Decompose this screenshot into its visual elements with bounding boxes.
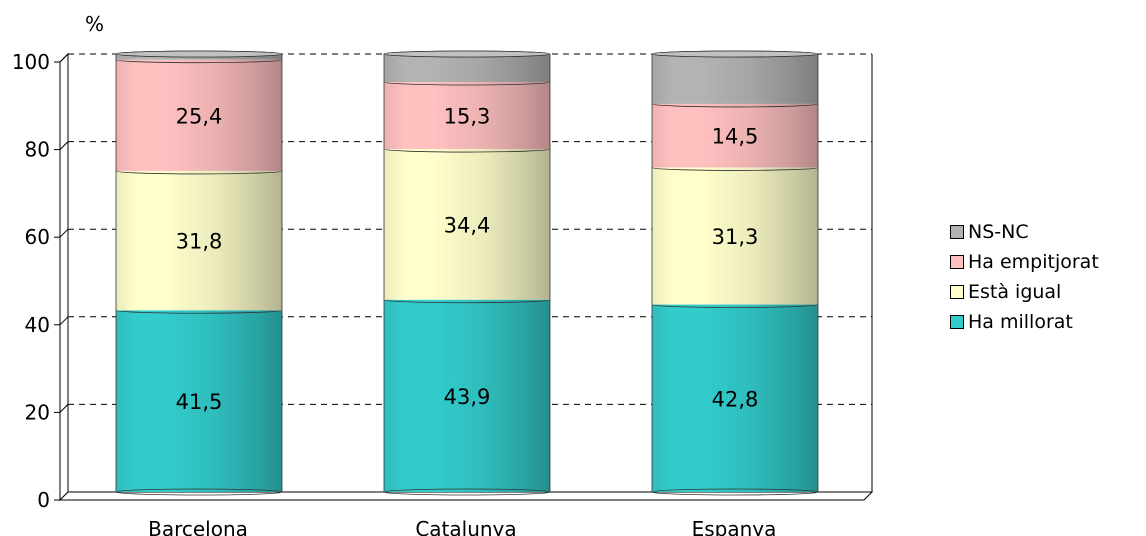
- bar-cap: [651, 50, 819, 58]
- bar-segment: [652, 167, 818, 305]
- bar-cap: [115, 50, 283, 58]
- bars: 41,5 31,8 25,4 43,9 34,4 15,3 42,8 31,3 14,5: [115, 50, 819, 496]
- floor: [58, 491, 874, 501]
- data-label: 42,8: [712, 387, 759, 411]
- bar-cap: [383, 50, 551, 58]
- data-label: 31,8: [176, 230, 223, 254]
- gridline-wall: [59, 404, 69, 413]
- data-label: 31,3: [712, 225, 759, 249]
- x-tick-label: Catalunya: [415, 517, 516, 536]
- bar-segment: [116, 310, 282, 492]
- legend-label: Ha empitjorat: [968, 251, 1099, 273]
- bar-segment: [652, 103, 818, 168]
- legend-swatch: [950, 225, 964, 239]
- data-label: 43,9: [444, 385, 491, 409]
- bar-segment: [116, 59, 282, 171]
- y-tick-label: 100: [12, 50, 50, 74]
- data-label: 15,3: [444, 105, 491, 129]
- bar-segment: [652, 304, 818, 492]
- bar-base: [115, 488, 283, 496]
- x-tick-label: Barcelona: [148, 517, 248, 536]
- legend-item: Ha millorat: [950, 307, 1099, 337]
- x-tick-label: Espanya: [692, 517, 777, 536]
- bar-base: [383, 488, 551, 496]
- data-label: 14,5: [712, 125, 759, 149]
- bar-segment: [384, 149, 550, 300]
- gridline-wall: [59, 53, 69, 63]
- data-label: 34,4: [444, 213, 491, 237]
- axes: 0 20 40 60 80 100 Barcelona Catalunya Espanya: [12, 50, 777, 536]
- y-tick-label: 0: [37, 488, 50, 512]
- y-tick-label: 40: [25, 313, 50, 337]
- bar-segment: [384, 54, 550, 83]
- legend-item: NS-NC: [950, 217, 1099, 247]
- bar-segment: [384, 82, 550, 150]
- y-axis-label: %: [85, 12, 104, 36]
- left-wall: [59, 52, 69, 502]
- data-label: 25,4: [176, 104, 223, 128]
- legend-swatch: [950, 315, 964, 329]
- legend-swatch: [950, 285, 964, 299]
- y-tick-label: 60: [25, 225, 50, 249]
- legend-item: Està igual: [950, 277, 1099, 307]
- bar-segment: [652, 54, 818, 104]
- gridline-wall: [59, 228, 69, 238]
- data-label: 41,5: [176, 390, 223, 414]
- legend: NS-NC Ha empitjorat Està igual Ha millorat: [950, 217, 1099, 337]
- gridline-wall: [59, 316, 69, 326]
- y-tick-label: 20: [25, 400, 50, 424]
- bar-segment: [384, 299, 550, 492]
- legend-label: Està igual: [968, 281, 1062, 303]
- legend-swatch: [950, 255, 964, 269]
- legend-label: NS-NC: [968, 221, 1029, 243]
- gridline-wall: [59, 141, 69, 150]
- legend-label: Ha millorat: [968, 311, 1073, 333]
- bar-segment: [116, 170, 282, 311]
- y-tick-label: 80: [25, 138, 50, 162]
- legend-item: Ha empitjorat: [950, 247, 1099, 277]
- bar-base: [651, 488, 819, 496]
